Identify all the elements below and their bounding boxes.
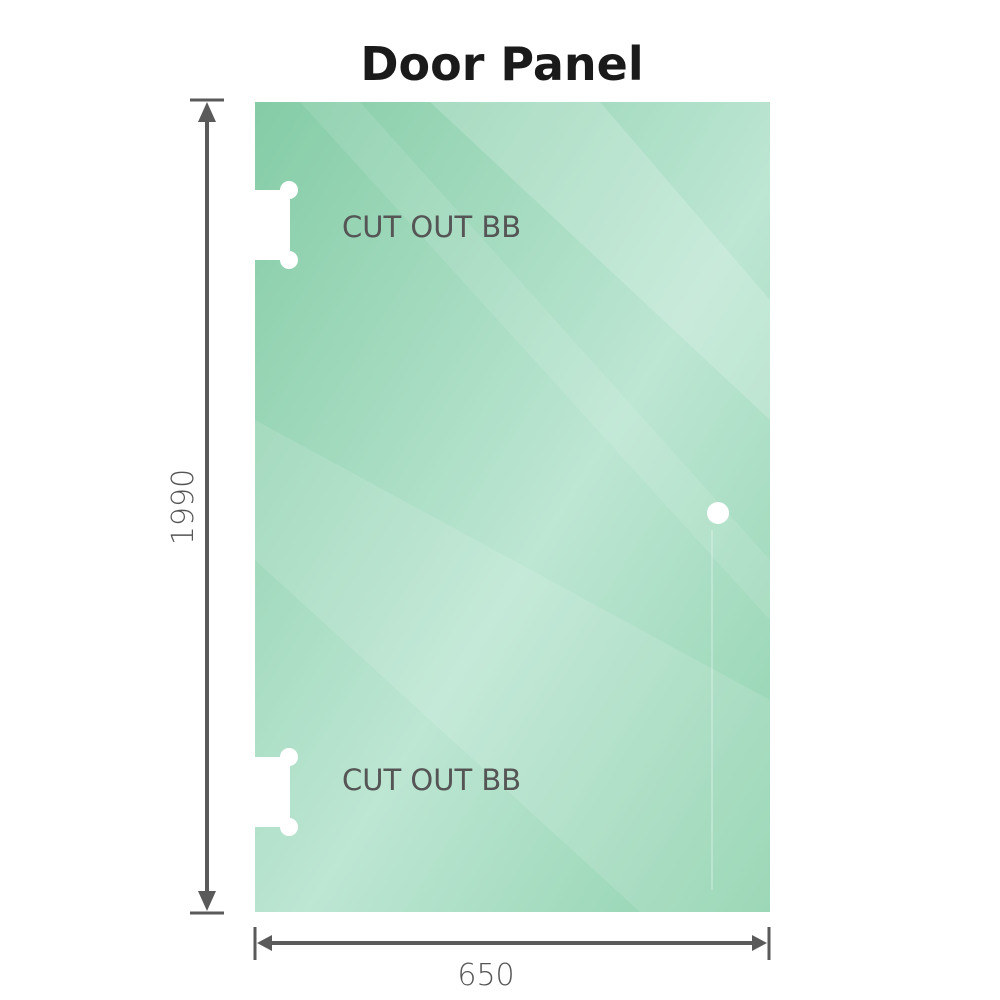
height-dimension-label: 1990 <box>166 469 201 545</box>
height-dimension-line <box>190 98 224 915</box>
cutout-bottom <box>250 748 298 836</box>
glass-panel <box>255 102 770 912</box>
handle-hole <box>707 502 729 524</box>
diagram-title: Door Panel <box>360 37 643 91</box>
width-dimension-label: 650 <box>457 958 514 993</box>
cutout-top <box>250 181 298 269</box>
cutout-label-top: CUT OUT BB <box>342 210 521 244</box>
cutout-label-bottom: CUT OUT BB <box>342 763 521 797</box>
width-dimension-line <box>253 927 771 960</box>
